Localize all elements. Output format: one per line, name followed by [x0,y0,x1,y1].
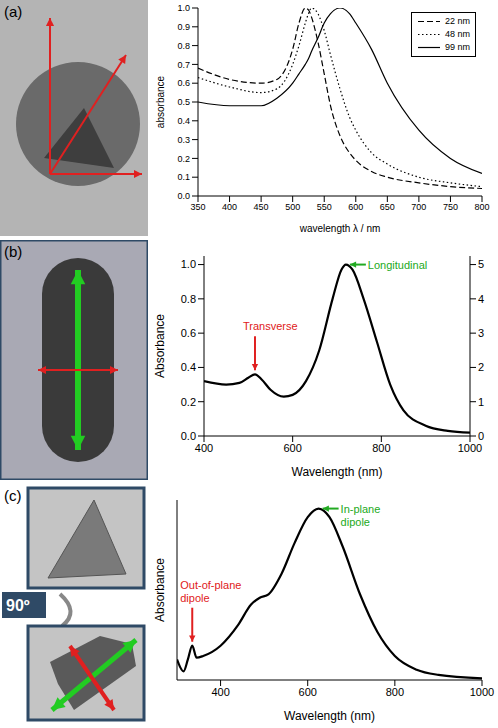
svg-text:800: 800 [386,686,404,698]
svg-text:0: 0 [478,430,484,442]
svg-text:0.4: 0.4 [177,116,190,126]
svg-text:Out-of-plane: Out-of-plane [180,579,241,591]
html-text:48 nm: 48 nm [445,29,470,39]
svg-text:0.0: 0.0 [177,191,190,201]
svg-text:0.5: 0.5 [177,97,190,107]
svg-text:1000: 1000 [458,442,482,454]
svg-text:0.3: 0.3 [177,135,190,145]
svg-text:wavelength λ / nm: wavelength λ / nm [299,223,381,234]
svg-text:600: 600 [348,202,363,212]
svg-text:0.9: 0.9 [177,22,190,32]
svg-text:dipole: dipole [341,516,370,528]
svg-text:650: 650 [380,202,395,212]
svg-text:(b): (b) [4,243,22,260]
svg-text:absorbance: absorbance [155,75,166,128]
svg-text:800: 800 [372,442,390,454]
svg-text:500: 500 [285,202,300,212]
svg-text:(c): (c) [4,487,22,504]
svg-text:Wavelength (nm): Wavelength (nm) [284,709,375,723]
svg-text:0.6: 0.6 [177,78,190,88]
svg-text:In-plane: In-plane [341,503,381,515]
svg-text:0.6: 0.6 [181,327,196,339]
svg-text:2: 2 [478,361,484,373]
svg-text:0.0: 0.0 [181,430,196,442]
svg-text:550: 550 [317,202,332,212]
svg-text:4: 4 [478,293,484,305]
svg-text:0.8: 0.8 [181,293,196,305]
svg-text:0.2: 0.2 [177,154,190,164]
svg-text:3: 3 [478,327,484,339]
svg-text:600: 600 [299,686,317,698]
svg-text:350: 350 [190,202,205,212]
svg-text:600: 600 [283,442,301,454]
svg-text:0.2: 0.2 [181,396,196,408]
svg-text:0.4: 0.4 [181,361,196,373]
svg-text:dipole: dipole [180,592,209,604]
svg-text:1000: 1000 [470,686,494,698]
svg-text:1.0: 1.0 [177,3,190,13]
svg-text:750: 750 [443,202,458,212]
html-text:22 nm: 22 nm [445,16,470,26]
html-text:99 nm: 99 nm [445,42,470,52]
svg-text:Transverse: Transverse [243,320,298,332]
svg-text:0.8: 0.8 [177,41,190,51]
svg-text:1: 1 [478,396,484,408]
svg-text:Absorbance: Absorbance [153,558,167,622]
svg-text:400: 400 [222,202,237,212]
svg-text:700: 700 [411,202,426,212]
svg-text:(a): (a) [4,3,22,20]
svg-text:0.7: 0.7 [177,60,190,70]
svg-text:400: 400 [211,686,229,698]
svg-text:90º: 90º [6,597,30,614]
svg-text:450: 450 [254,202,269,212]
svg-text:Absorbance: Absorbance [153,314,167,378]
svg-text:1.0: 1.0 [181,258,196,270]
svg-text:5: 5 [478,258,484,270]
svg-text:800: 800 [474,202,489,212]
svg-text:0.1: 0.1 [177,172,190,182]
svg-text:400: 400 [195,442,213,454]
svg-text:Wavelength (nm): Wavelength (nm) [292,465,383,479]
svg-text:Longitudinal: Longitudinal [368,259,427,271]
